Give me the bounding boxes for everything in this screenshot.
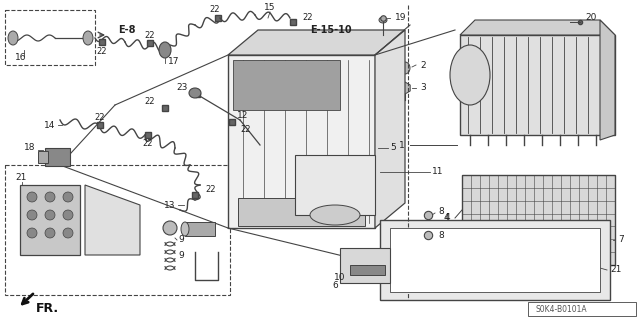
- Text: 21: 21: [15, 174, 26, 182]
- Ellipse shape: [27, 210, 37, 220]
- Text: 20: 20: [585, 13, 596, 23]
- Bar: [20, 185, 80, 255]
- Ellipse shape: [63, 210, 73, 220]
- Ellipse shape: [189, 88, 201, 98]
- Text: 6: 6: [332, 280, 338, 290]
- Text: 11: 11: [432, 167, 444, 176]
- Ellipse shape: [45, 210, 55, 220]
- Ellipse shape: [310, 205, 360, 225]
- Ellipse shape: [163, 221, 177, 235]
- Text: 18: 18: [24, 144, 35, 152]
- Text: 9: 9: [178, 250, 184, 259]
- Ellipse shape: [63, 192, 73, 202]
- Bar: [462, 175, 615, 265]
- Bar: [460, 35, 615, 135]
- Text: FR.: FR.: [36, 301, 59, 315]
- Ellipse shape: [63, 228, 73, 238]
- Text: 21: 21: [610, 265, 621, 275]
- Text: 22: 22: [240, 125, 250, 135]
- Bar: [233, 60, 340, 110]
- Text: 1: 1: [399, 140, 405, 150]
- Text: 7: 7: [618, 235, 624, 244]
- Text: E-15-10: E-15-10: [310, 25, 351, 35]
- Ellipse shape: [8, 31, 18, 45]
- Text: 17: 17: [168, 57, 179, 66]
- Text: 24: 24: [359, 265, 370, 275]
- Text: 22: 22: [210, 5, 220, 14]
- Text: 23: 23: [177, 83, 188, 92]
- Ellipse shape: [450, 45, 490, 105]
- Ellipse shape: [400, 62, 410, 74]
- Bar: [228, 55, 375, 228]
- Bar: [5, 165, 230, 295]
- Bar: [295, 155, 375, 215]
- Polygon shape: [228, 30, 405, 55]
- Bar: [185, 222, 215, 236]
- Bar: [38, 151, 48, 163]
- Bar: [390, 228, 600, 292]
- Ellipse shape: [181, 222, 189, 236]
- Text: 22: 22: [205, 186, 216, 195]
- Bar: [45, 148, 70, 166]
- Text: 8: 8: [438, 231, 444, 240]
- Ellipse shape: [159, 42, 171, 58]
- Text: 14: 14: [44, 121, 55, 130]
- Text: S0K4-B0101A: S0K4-B0101A: [535, 306, 587, 315]
- Bar: [238, 198, 365, 226]
- Polygon shape: [600, 20, 615, 140]
- Bar: [380, 220, 610, 300]
- Ellipse shape: [45, 228, 55, 238]
- Bar: [5, 10, 95, 65]
- Bar: [340, 248, 390, 283]
- Text: 22: 22: [145, 31, 156, 40]
- Text: 2: 2: [420, 61, 426, 70]
- Text: 19: 19: [395, 13, 406, 23]
- Text: 15: 15: [264, 4, 276, 12]
- Text: 10: 10: [333, 273, 345, 283]
- Text: 12: 12: [237, 110, 248, 120]
- Text: 5: 5: [390, 144, 396, 152]
- Ellipse shape: [27, 192, 37, 202]
- Ellipse shape: [27, 228, 37, 238]
- Text: 22: 22: [302, 13, 312, 23]
- Text: 16: 16: [15, 54, 26, 63]
- Text: 4: 4: [444, 213, 450, 222]
- Polygon shape: [375, 30, 405, 228]
- Text: E-8: E-8: [118, 25, 136, 35]
- Ellipse shape: [83, 31, 93, 45]
- Text: 3: 3: [420, 84, 426, 93]
- Ellipse shape: [379, 17, 387, 23]
- Text: 13: 13: [163, 201, 175, 210]
- Polygon shape: [85, 185, 140, 255]
- Text: 22: 22: [145, 98, 155, 107]
- Polygon shape: [460, 20, 615, 35]
- Text: 22: 22: [97, 48, 108, 56]
- Bar: [350, 265, 385, 275]
- Bar: [528, 302, 636, 316]
- Text: 9: 9: [178, 235, 184, 244]
- Text: 22: 22: [143, 138, 153, 147]
- Text: 4: 4: [444, 213, 449, 222]
- Ellipse shape: [45, 192, 55, 202]
- Text: 8: 8: [438, 207, 444, 217]
- Text: 22: 22: [95, 113, 105, 122]
